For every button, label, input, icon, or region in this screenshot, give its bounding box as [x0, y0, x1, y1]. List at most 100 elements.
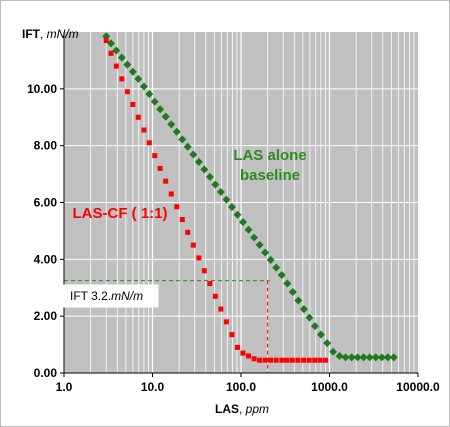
x-tick-label: 1.0 [56, 380, 73, 394]
data-point-diamond [305, 313, 314, 322]
annotation-baseline: baseline [240, 167, 300, 184]
data-point-square [212, 293, 218, 299]
y-tick-label: 0.00 [34, 366, 58, 380]
data-point-square [273, 357, 279, 363]
data-point-diamond [359, 353, 368, 362]
data-point-square [317, 357, 323, 363]
annotation-las-cf: LAS-CF ( 1:1) [73, 205, 168, 222]
data-point-square [196, 255, 202, 261]
y-tick-label: 8.00 [34, 139, 58, 153]
x-axis-title-unit: ppm [245, 402, 269, 416]
data-point-square [240, 350, 246, 356]
data-point-diamond [329, 347, 338, 356]
series-2 [103, 38, 328, 363]
y-tick-label: 6.00 [34, 196, 58, 210]
data-point-diamond [335, 351, 344, 360]
data-point-diamond [117, 53, 126, 62]
data-point-diamond [145, 89, 154, 98]
data-point-square [306, 357, 312, 363]
data-point-diamond [277, 270, 286, 279]
x-tick-label: 10.0 [141, 380, 165, 394]
data-point-diamond [323, 339, 332, 348]
data-point-diamond [167, 120, 176, 129]
ift-annotation-text: IFT 3.2.mN/m [70, 289, 143, 303]
data-point-diamond [216, 187, 225, 196]
y-axis-title-unit: mN/m [47, 27, 79, 41]
data-point-square [201, 268, 207, 274]
data-point-square [279, 357, 285, 363]
data-point-square [190, 242, 196, 248]
data-point-square [157, 165, 163, 171]
data-point-diamond [377, 353, 386, 362]
data-point-diamond [255, 240, 264, 249]
ift-annotation-prefix: IFT [70, 289, 91, 303]
data-point-diamond [200, 165, 209, 174]
data-point-diamond [194, 157, 203, 166]
data-point-square [284, 357, 290, 363]
data-point-square [322, 357, 328, 363]
data-point-square [185, 229, 191, 235]
data-point-diamond [238, 218, 247, 227]
data-point-diamond [272, 263, 281, 272]
data-point-diamond [371, 353, 380, 362]
annotation-las-alone: LAS alone [233, 147, 306, 164]
data-point-square [124, 89, 130, 95]
data-point-diamond [353, 353, 362, 362]
data-point-square [295, 357, 301, 363]
y-axis-title-bold: IFT [22, 27, 41, 41]
data-point-diamond [156, 105, 165, 114]
x-tick-label: 10000.0 [396, 380, 440, 394]
data-point-diamond [183, 142, 192, 151]
data-point-diamond [107, 39, 116, 48]
data-point-diamond [189, 150, 198, 159]
data-point-diamond [244, 225, 253, 234]
data-point-square [163, 178, 169, 184]
x-axis-title-bold: LAS [215, 402, 239, 416]
data-point-square [135, 114, 141, 120]
y-axis-title: IFT, mN/m [22, 27, 79, 41]
data-point-diamond [227, 203, 236, 212]
x-tick-label: 100.0 [226, 380, 256, 394]
ift-annotation-value: 3.2. [91, 289, 111, 303]
data-point-diamond [112, 46, 121, 55]
data-point-square [141, 127, 147, 133]
data-series [102, 32, 398, 363]
data-point-square [174, 204, 180, 210]
axes [60, 32, 419, 377]
data-point-square [234, 344, 240, 350]
ift-annotation-box [63, 284, 159, 308]
data-point-square [257, 357, 263, 363]
data-point-square [218, 306, 224, 312]
data-point-diamond [250, 233, 259, 242]
data-point-diamond [205, 172, 214, 181]
x-axis-title-sep: , [239, 402, 246, 416]
data-point-diamond [233, 210, 242, 219]
data-point-diamond [266, 255, 275, 264]
data-point-diamond [222, 195, 231, 204]
data-point-diamond [139, 82, 148, 91]
data-point-diamond [347, 353, 356, 362]
x-axis-title: LAS, ppm [215, 402, 269, 416]
data-point-square [146, 140, 152, 146]
data-point-diamond [178, 135, 187, 144]
reference-lines [64, 280, 270, 373]
tick-labels: 0.00 2.00 4.00 6.00 8.00 10.00 1.0 10.0 100.0 100… [27, 82, 440, 394]
ift-annotation-unit: mN/m [111, 289, 143, 303]
data-point-diamond [150, 97, 159, 106]
data-point-square [207, 280, 213, 286]
data-point-diamond [172, 127, 181, 136]
data-point-diamond [389, 353, 398, 362]
data-point-square [262, 357, 268, 363]
data-point-diamond [134, 74, 143, 83]
data-point-square [168, 191, 174, 197]
data-point-diamond [365, 353, 374, 362]
data-point-diamond [288, 288, 297, 297]
data-point-square [130, 101, 136, 107]
data-point-square [289, 357, 295, 363]
data-point-square [108, 50, 114, 56]
data-point-diamond [383, 353, 392, 362]
data-point-square [113, 63, 119, 69]
data-point-square [301, 357, 307, 363]
y-tick-label: 4.00 [34, 252, 58, 266]
